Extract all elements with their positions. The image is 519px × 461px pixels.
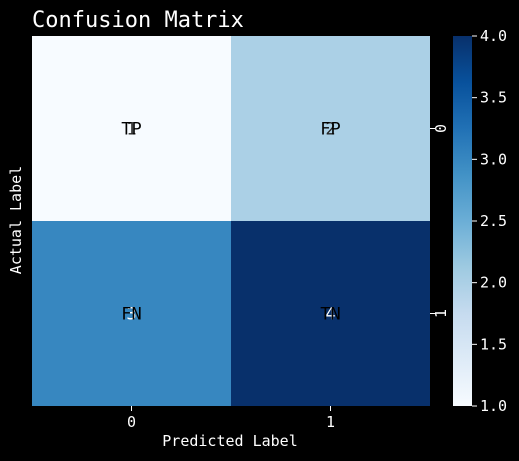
colorbar-ticks: 1.0 1.5 2.0 2.5 3.0 3.5 4.0 — [472, 27, 507, 415]
colorbar — [453, 36, 472, 406]
cell-annotation-0-0: TP — [121, 120, 141, 140]
y-axis-label: Actual Label — [7, 166, 25, 274]
chart-title: Confusion Matrix — [32, 8, 244, 33]
y-tick-label-1: 1 — [432, 309, 450, 318]
y-tick-labels: 01 — [430, 124, 450, 318]
colorbar-tick-label-2: 2.0 — [480, 274, 507, 292]
colorbar-tick-label-5: 3.5 — [480, 89, 507, 107]
colorbar-tick-label-6: 4.0 — [480, 27, 507, 45]
cell-annotation-1-0: FN — [121, 305, 141, 325]
cell-annotation-0-1: FP — [320, 120, 340, 140]
y-tick-label-0: 0 — [432, 124, 450, 133]
heatmap-cells — [32, 36, 430, 406]
colorbar-tick-label-1: 1.5 — [480, 335, 507, 353]
colorbar-tick-label-3: 2.5 — [480, 212, 507, 230]
colorbar-tick-label-4: 3.0 — [480, 150, 507, 168]
cell-annotation-1-1: TN — [320, 305, 340, 325]
x-tick-label-0: 0 — [127, 413, 136, 431]
colorbar-tick-label-0: 1.0 — [480, 397, 507, 415]
x-axis-label: Predicted Label — [162, 432, 297, 450]
x-tick-label-1: 1 — [326, 413, 335, 431]
